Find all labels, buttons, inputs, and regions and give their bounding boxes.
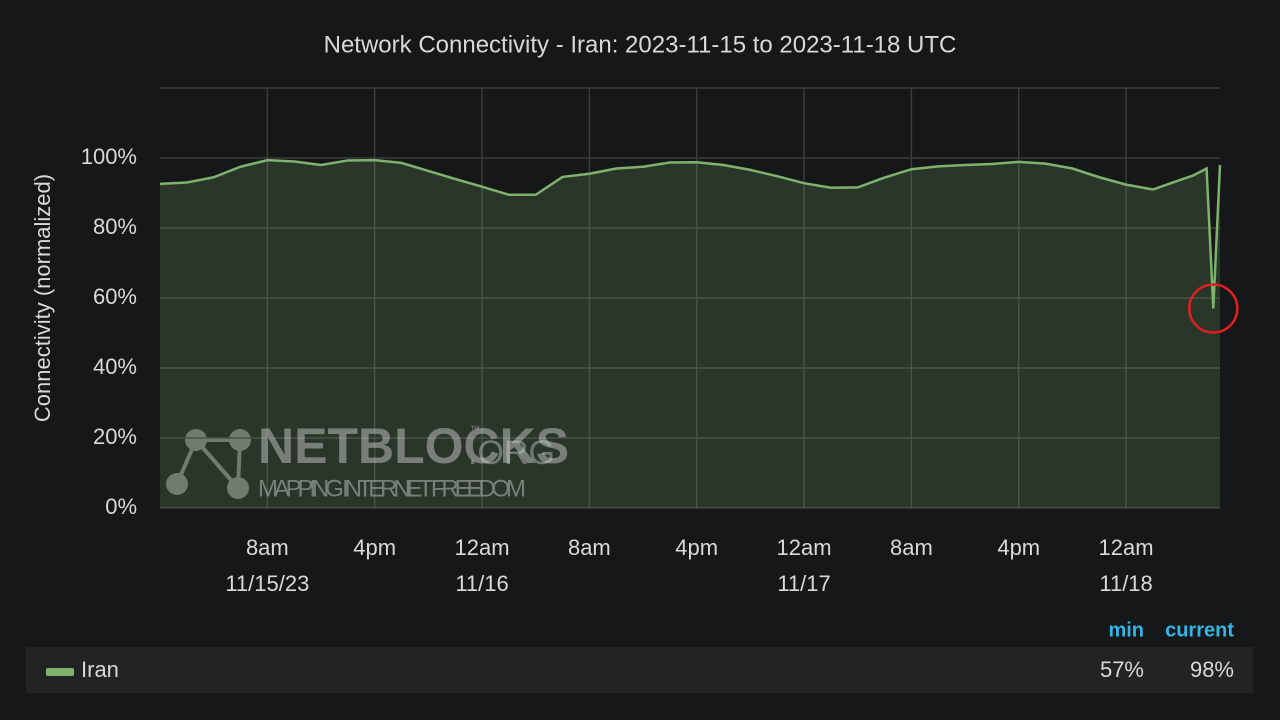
y-tick-label: 0% — [105, 494, 137, 519]
y-tick-label: 20% — [93, 424, 137, 449]
watermark-tagline: MAPPING INTERNET FREEDOM — [258, 475, 526, 502]
x-tick-date: 11/17 — [777, 571, 830, 596]
legend-swatch — [46, 668, 74, 676]
watermark-logo — [166, 429, 251, 499]
x-tick-label: 8am — [568, 535, 611, 560]
x-tick-label: 8am — [890, 535, 933, 560]
line — [159, 158, 1222, 309]
legend-stat-value: 98% — [1190, 657, 1234, 682]
watermark-brand: NETBLOCKS — [258, 418, 569, 474]
legend-stat-value: 57% — [1100, 657, 1144, 682]
legend-stat-header: current — [1165, 619, 1234, 641]
y-tick-label: 40% — [93, 354, 137, 379]
x-tick-label: 4pm — [997, 535, 1040, 560]
y-tick-label: 60% — [93, 284, 137, 309]
x-tick-date: 11/18 — [1099, 571, 1152, 596]
x-tick-date: 11/15/23 — [225, 571, 309, 596]
legend-label: Iran — [81, 657, 119, 682]
y-tick-label: 80% — [93, 214, 137, 239]
legend-bar — [26, 647, 1253, 693]
x-tick-date: 11/16 — [455, 571, 508, 596]
x-tick-label: 4pm — [675, 535, 718, 560]
legend-stat-header: min — [1108, 619, 1144, 641]
x-tick-label: 12am — [455, 535, 510, 560]
x-tick-label: 8am — [246, 535, 289, 560]
x-tick-label: 12am — [1099, 535, 1154, 560]
x-tick-label: 4pm — [353, 535, 396, 560]
chart-title: Network Connectivity - Iran: 2023-11-15 … — [324, 31, 957, 58]
watermark-tm: ™ — [470, 425, 480, 436]
area-fill — [160, 160, 1220, 508]
highlight-circle — [1188, 283, 1239, 334]
watermark-suffix: .ORG — [468, 434, 555, 472]
y-axis-label: Connectivity (normalized) — [30, 174, 55, 422]
y-tick-label: 100% — [81, 144, 137, 169]
x-tick-label: 12am — [777, 535, 832, 560]
